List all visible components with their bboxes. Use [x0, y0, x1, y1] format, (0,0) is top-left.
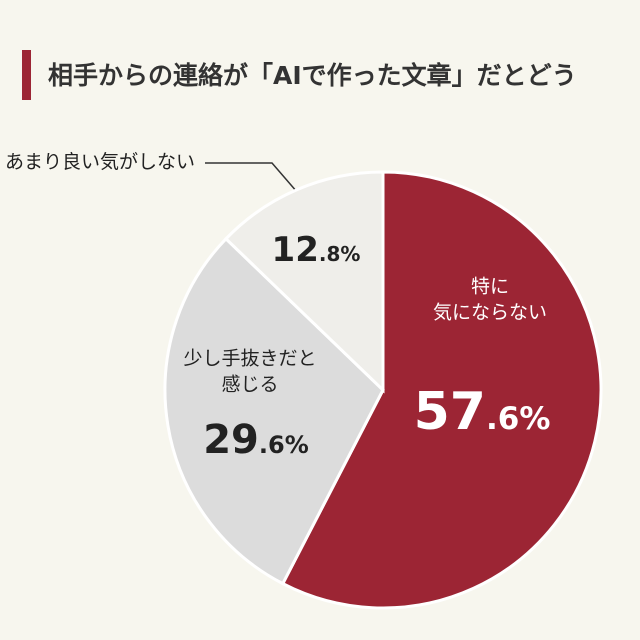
pie-slice: [223, 170, 385, 394]
slice-label: 特に 気にならない: [432, 275, 548, 323]
slice-label: 少し手抜きだと 感じる: [183, 347, 317, 395]
pie-slice: [163, 236, 385, 586]
value-label: 57.6%: [413, 382, 551, 442]
chart-title: 相手からの連絡が「AIで作った文章」だとどう: [48, 61, 577, 90]
title-bar: [22, 50, 31, 100]
pie-slice: [280, 170, 603, 610]
value-label: 12.8%: [271, 230, 361, 270]
value-label: 29.6%: [203, 417, 309, 463]
slice-label: あまり良い気がしない: [4, 151, 196, 174]
